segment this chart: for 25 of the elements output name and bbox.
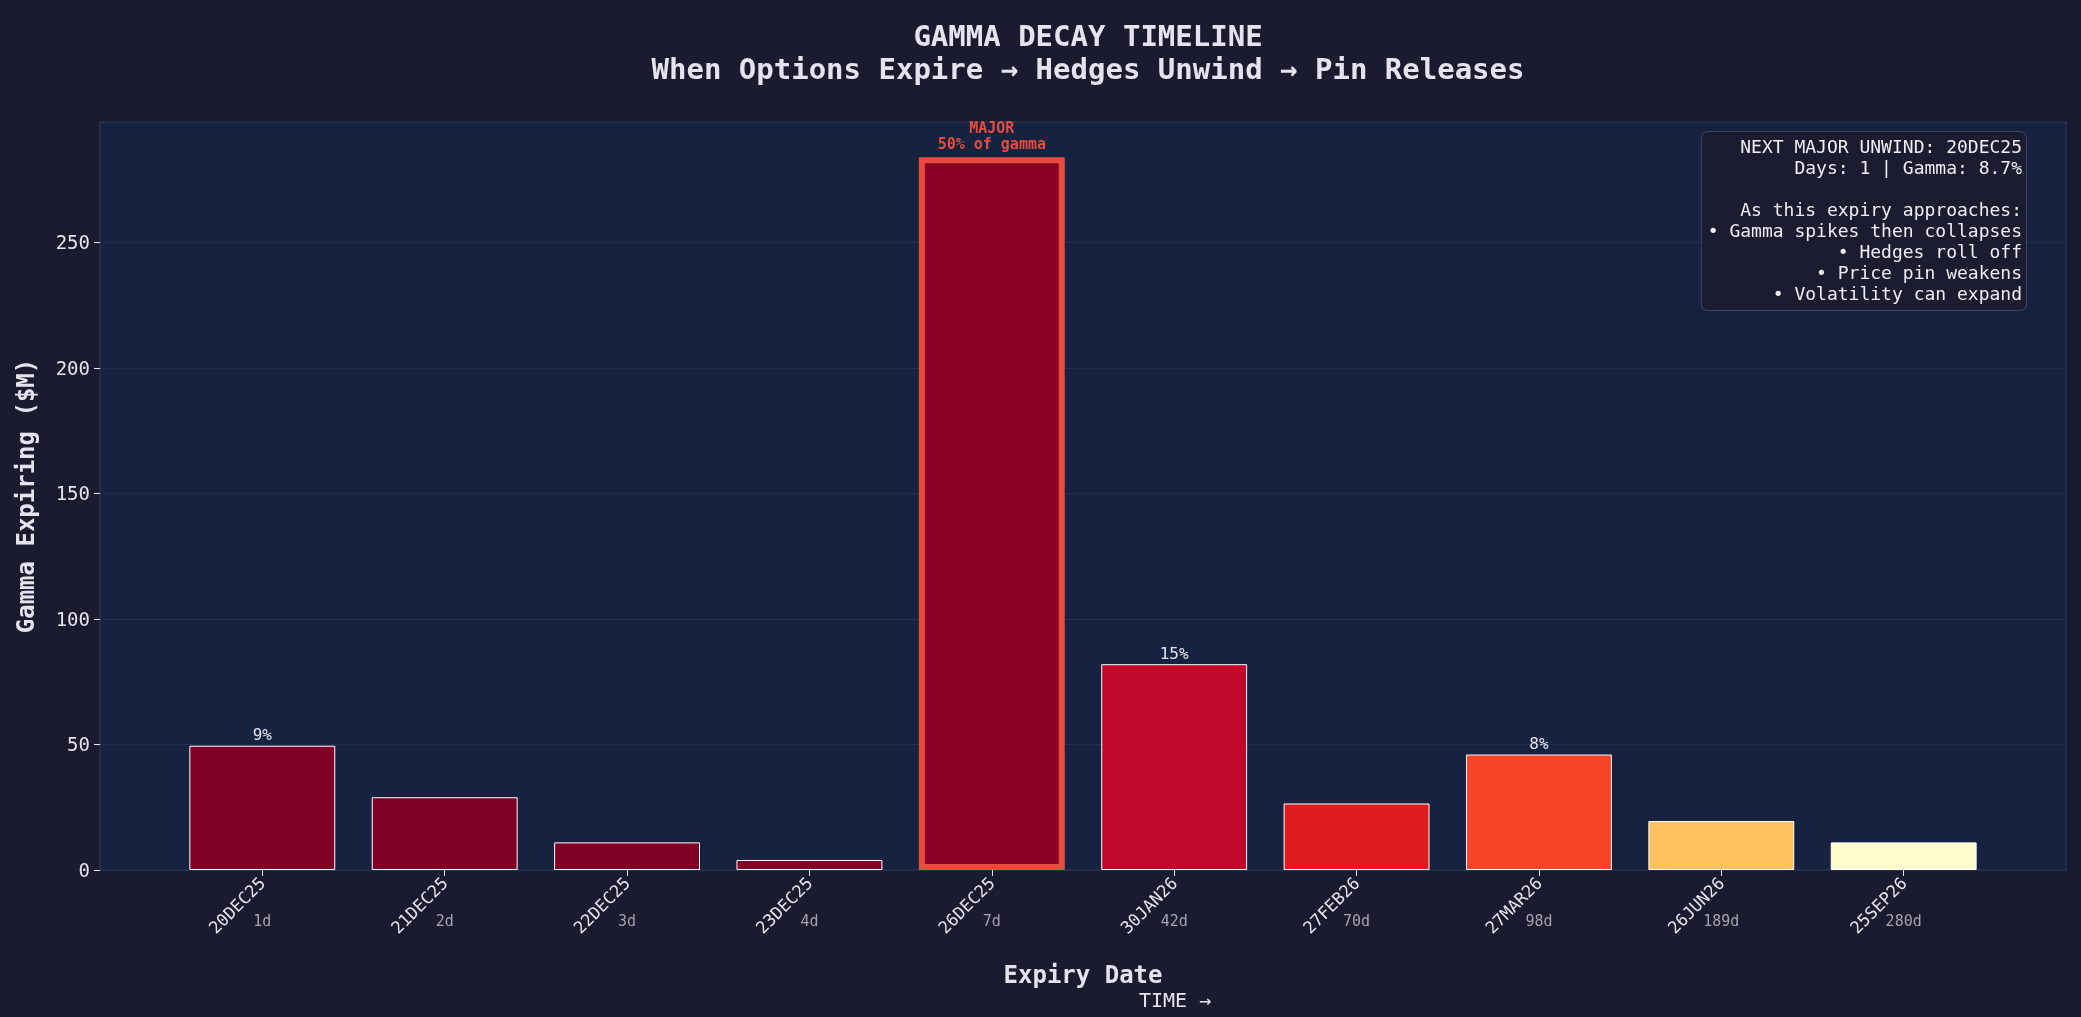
text: TIME →: [1138, 988, 1212, 1012]
y-tick-label: 0: [78, 859, 90, 881]
x-axis-title: Expiry Date: [1003, 961, 1163, 989]
bar: [1830, 842, 1977, 870]
chart-subtitle: When Options Expire → Hedges Unwind → Pin Releases: [651, 51, 1525, 86]
y-axis-title: Gamma Expiring ($M): [12, 358, 40, 634]
y-tick-label: 150: [55, 482, 90, 505]
y-tick-label: 50: [67, 733, 90, 756]
annotation: 9%: [252, 725, 273, 745]
chart-title: GAMMA DECAY TIMELINE: [913, 18, 1263, 53]
annotation: 15%: [1159, 643, 1189, 663]
bar: [189, 745, 336, 870]
annotation: MAJOR 50% of gamma: [937, 119, 1046, 154]
bar: [1465, 754, 1612, 870]
y-tick-label: 100: [55, 607, 90, 630]
y-tick-label: 250: [55, 231, 90, 254]
bar: [736, 859, 883, 870]
annotation: NEXT MAJOR UNWIND: 20DEC25 Days: 1 | Gamma: 8.7% As this expiry approaches: • Gamma spikes then collapses • Hedges roll off • Price pin weakens • Volatility can expand: [1707, 136, 2023, 304]
bar: [1101, 664, 1248, 870]
annotation: 8%: [1529, 734, 1549, 754]
bar: [1648, 821, 1795, 870]
bar: [1283, 803, 1430, 870]
bar: [554, 842, 701, 870]
bar: [371, 797, 518, 870]
y-tick-label: 200: [55, 356, 90, 379]
